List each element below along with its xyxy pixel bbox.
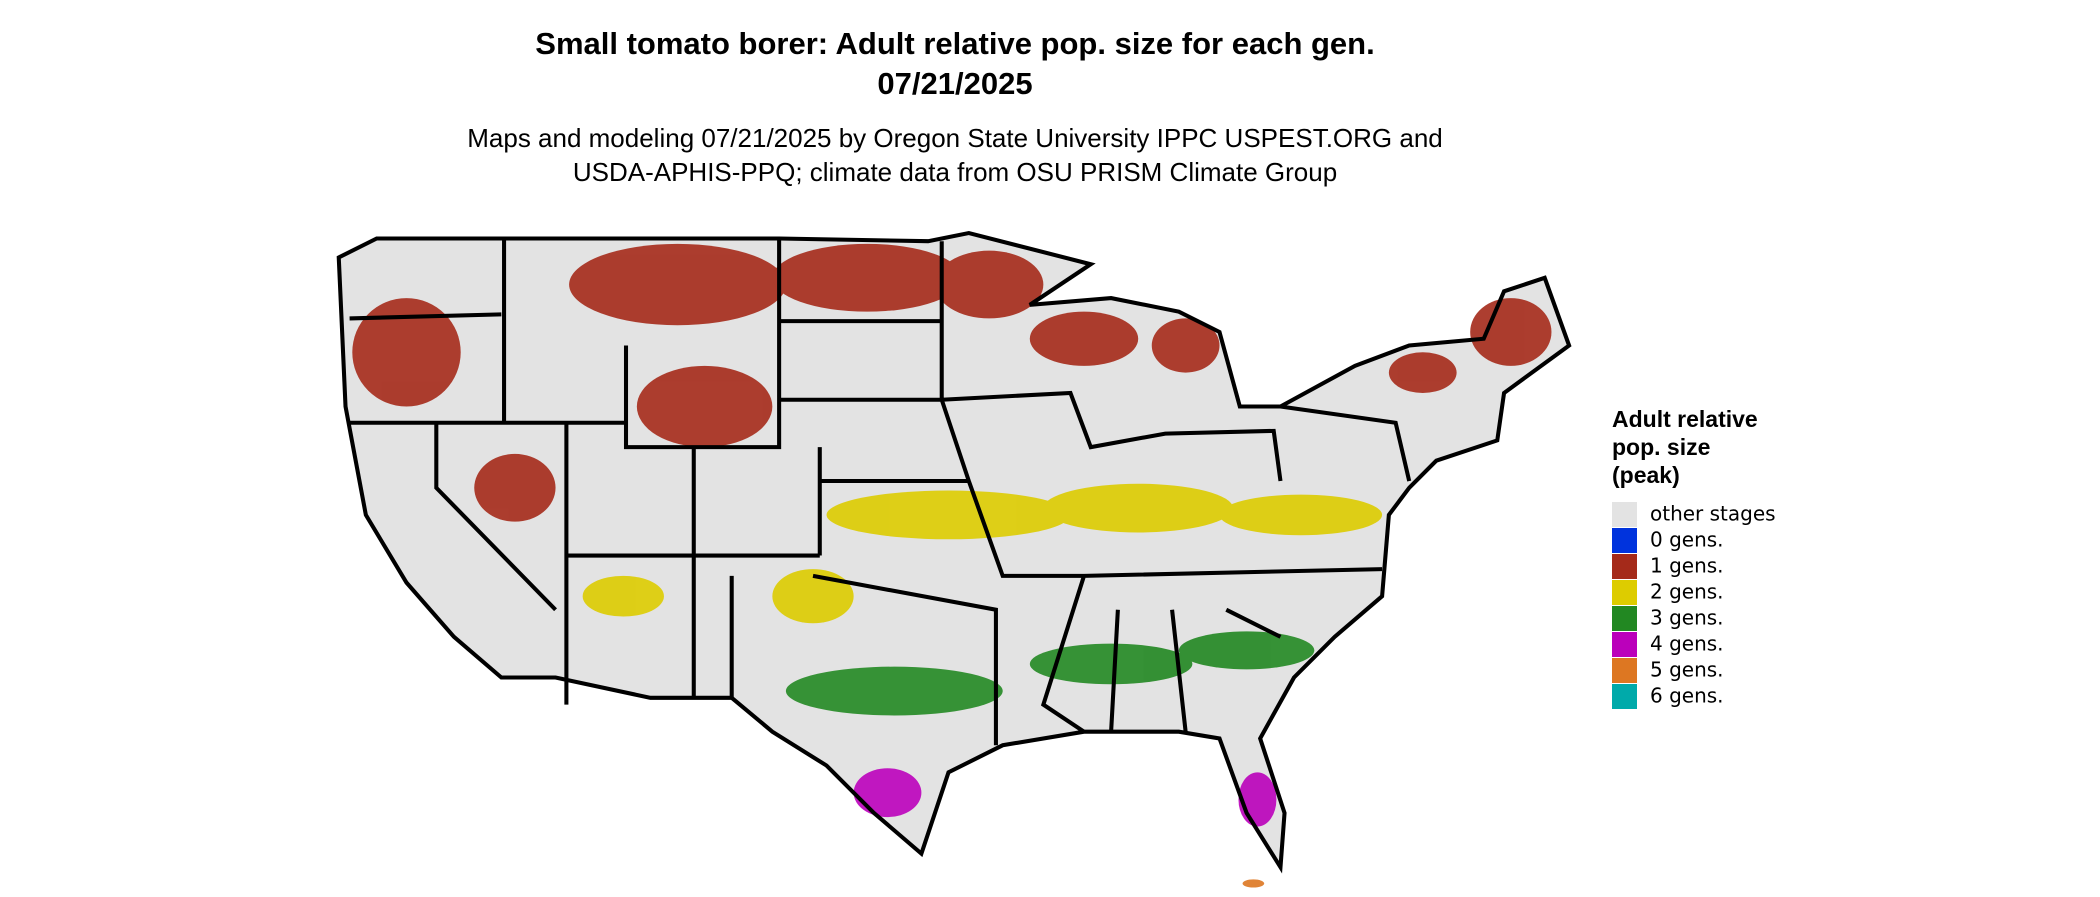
legend-swatch (1612, 580, 1637, 605)
zone (1029, 643, 1193, 685)
state-borders (349, 238, 1412, 746)
zone (1029, 311, 1139, 366)
zone (853, 768, 922, 818)
zone (1238, 772, 1277, 827)
legend-swatch (1612, 684, 1637, 709)
legend-label: 5 gens. (1650, 658, 1724, 682)
us-map (336, 230, 1572, 888)
legend-title: pop. size (1612, 434, 1710, 460)
zone (785, 666, 1003, 716)
legend-label: 2 gens. (1650, 580, 1724, 604)
subtitle: USDA-APHIS-PPQ; climate data from OSU PR… (573, 157, 1337, 187)
zone (1219, 494, 1383, 536)
date: 07/21/2025 (877, 66, 1032, 101)
zone (772, 243, 963, 312)
zone (934, 250, 1044, 319)
legend-swatch (1612, 606, 1637, 631)
legend-swatch (1612, 554, 1637, 579)
legend-label: other stages (1650, 502, 1776, 526)
legend-label: 0 gens. (1650, 528, 1724, 552)
zone (1388, 352, 1457, 393)
legend-label: 6 gens. (1650, 684, 1724, 708)
zone (772, 569, 854, 624)
subtitle: Maps and modeling 07/21/2025 by Oregon S… (467, 123, 1443, 153)
us-border (336, 230, 1572, 874)
legend-label: 4 gens. (1650, 632, 1724, 656)
zone (636, 365, 773, 448)
zones (352, 243, 1552, 888)
zone (1470, 298, 1552, 366)
title: Small tomato borer: Adult relative pop. … (535, 26, 1374, 61)
legend-title: Adult relative (1612, 406, 1758, 432)
legend-label: 1 gens. (1650, 554, 1724, 578)
zone (1242, 879, 1265, 888)
zone (826, 490, 1071, 540)
legend-swatch (1612, 502, 1637, 527)
legend-label: 3 gens. (1650, 606, 1724, 630)
legend-swatch (1612, 528, 1637, 553)
legend-title: (peak) (1612, 462, 1680, 488)
zone (1178, 631, 1315, 670)
zone (1151, 318, 1220, 373)
zone (569, 243, 786, 326)
zone (1043, 483, 1234, 533)
legend-swatch (1612, 658, 1637, 683)
zone (352, 298, 461, 407)
zone (582, 575, 664, 617)
legend-swatch (1612, 632, 1637, 657)
zone (474, 453, 556, 522)
